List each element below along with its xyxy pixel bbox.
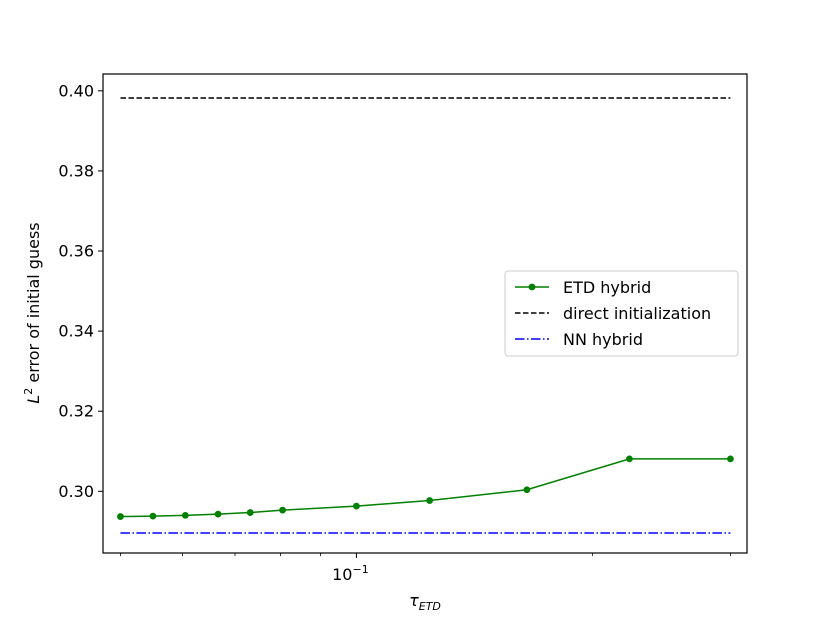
plot-frame	[102, 73, 748, 554]
x-axis-label: τETD	[409, 591, 441, 613]
y-tick-label: 0.38	[58, 161, 94, 180]
y-axis: 0.30 0.32 0.34 0.36 0.38 0.40	[58, 81, 103, 501]
data-point-etd-hybrid	[523, 486, 531, 494]
y-axis-label: L2 error of initial guess	[22, 222, 43, 403]
legend-label-etd-hybrid: ETD hybrid	[563, 278, 651, 297]
legend-entry-etd-hybrid: ETD hybrid	[515, 278, 651, 297]
legend-label-nn-hybrid: NN hybrid	[563, 330, 643, 349]
plot-series	[117, 97, 734, 534]
legend-marker-etd-hybrid	[528, 283, 536, 291]
legend: ETD hybrid direct initialization NN hybr…	[504, 270, 739, 357]
data-point-etd-hybrid	[117, 513, 124, 520]
legend-entry-direct-initialization: direct initialization	[515, 304, 711, 323]
data-point-etd-hybrid	[214, 510, 222, 518]
y-tick-label: 0.36	[58, 242, 94, 261]
y-tick-label: 0.34	[58, 322, 94, 341]
data-point-etd-hybrid	[426, 497, 434, 504]
x-axis-label-subscript: ETD	[419, 600, 441, 613]
data-point-etd-hybrid	[246, 509, 254, 516]
y-tick-label: 0.40	[58, 81, 94, 100]
series-line-etd-hybrid	[120, 458, 731, 518]
data-point-etd-hybrid	[279, 506, 286, 514]
y-axis-label-main: L	[24, 395, 43, 404]
x-axis: 10−1	[120, 553, 731, 584]
data-point-etd-hybrid	[181, 511, 189, 519]
x-tick-label: 10−1	[332, 563, 369, 584]
legend-entry-nn-hybrid: NN hybrid	[515, 330, 643, 349]
y-axis-label-rest: error of initial guess	[24, 222, 43, 387]
data-point-etd-hybrid	[726, 455, 734, 463]
x-axis-label-main: τ	[409, 591, 419, 610]
y-tick-label: 0.30	[58, 482, 94, 501]
data-point-etd-hybrid	[149, 512, 157, 520]
data-point-etd-hybrid	[626, 455, 633, 463]
y-tick-label: 0.32	[58, 402, 94, 421]
legend-label-direct-initialization: direct initialization	[563, 304, 711, 323]
data-point-etd-hybrid	[353, 502, 360, 510]
y-axis-label-superscript: 2	[22, 388, 35, 395]
legend-box	[504, 270, 739, 357]
